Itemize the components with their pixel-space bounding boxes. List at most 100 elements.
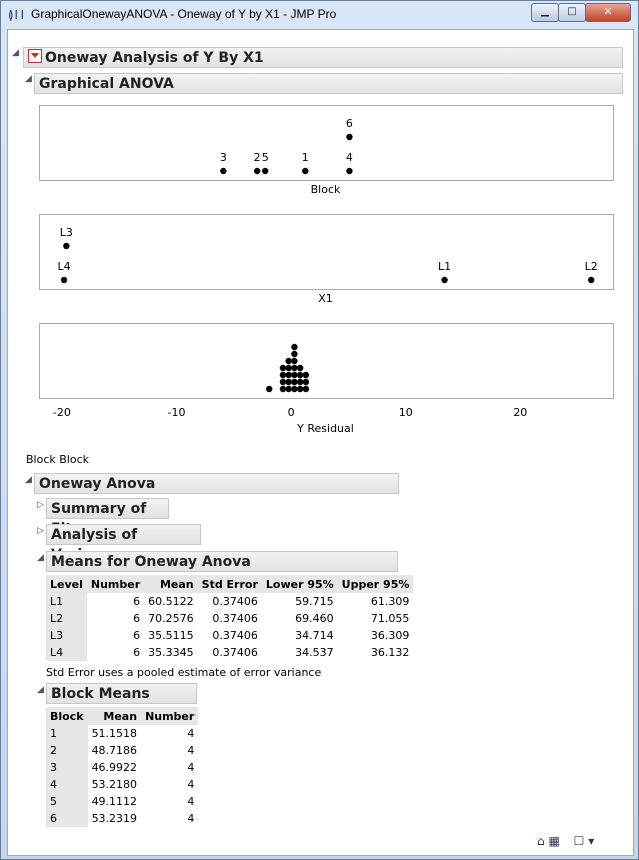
table-row: 3 46.9922 4: [46, 759, 198, 776]
x1-label-L4: L4: [57, 260, 70, 273]
residual-point-1-1[interactable]: [279, 378, 287, 386]
residual-point-2-2[interactable]: [285, 371, 292, 379]
oneway-analysis-header[interactable]: Oneway Analysis of Y By X1: [23, 47, 623, 68]
maximize-button[interactable]: □: [558, 3, 586, 22]
means-column-header[interactable]: Std Error: [197, 575, 262, 593]
means-cell: 70.2576: [148, 612, 194, 625]
close-button[interactable]: ✕: [585, 3, 631, 22]
means-header[interactable]: Means for Oneway Anova: [46, 551, 398, 572]
minimize-button[interactable]: ▁: [531, 3, 559, 22]
block-point-3[interactable]: [220, 167, 227, 175]
x1-point-L2[interactable]: [588, 276, 595, 284]
block-means-cell: 3: [46, 759, 88, 776]
means-column-header[interactable]: Lower 95%: [261, 575, 338, 593]
block-point-2[interactable]: [253, 167, 261, 175]
residual-point-3-1[interactable]: [291, 378, 298, 386]
residual-point-2-1[interactable]: [285, 378, 292, 386]
x-tick-label: -20: [52, 406, 71, 419]
table-row: 1 51.1518 4: [46, 725, 198, 742]
means-column-header[interactable]: Number: [86, 575, 145, 593]
residual-plot-svg: [266, 343, 310, 393]
block-means-cell: 4: [46, 776, 88, 793]
oneway-anova-header[interactable]: Oneway Anova: [34, 473, 399, 494]
block-point-4[interactable]: [346, 167, 353, 175]
residual-point-2-0[interactable]: [285, 385, 292, 393]
block-means-header[interactable]: Block Means: [46, 683, 197, 704]
means-cell: 0.37406: [212, 595, 258, 608]
means-cell: 69.460: [295, 612, 334, 625]
residual-point-2-4[interactable]: [285, 357, 292, 365]
collapse-triangle-icon[interactable]: ◢: [37, 685, 44, 695]
block-means-column-header[interactable]: Mean: [87, 707, 142, 725]
collapse-triangle-icon[interactable]: ◢: [37, 553, 44, 563]
residual-point-4-2[interactable]: [296, 371, 304, 379]
home-icon[interactable]: ⌂: [537, 834, 545, 848]
analysis-of-variance-header[interactable]: Analysis of Variance: [46, 524, 201, 563]
residual-point-3-3[interactable]: [291, 364, 298, 372]
graphical-anova-header[interactable]: Graphical ANOVA: [34, 73, 623, 94]
residual-point-3-0[interactable]: [291, 385, 298, 393]
graphical-anova-title: Graphical ANOVA: [39, 76, 174, 92]
x1-point-L3[interactable]: [63, 242, 70, 250]
means-column-header[interactable]: Mean: [144, 575, 198, 593]
block-means-cell: 46.9922: [91, 761, 138, 774]
collapse-triangle-icon[interactable]: ◢: [12, 48, 19, 58]
red-triangle-menu-icon[interactable]: [28, 49, 42, 63]
table-row: L3 6 35.5115 0.37406 34.714 36.309: [46, 627, 413, 644]
means-cell: 71.055: [370, 612, 410, 625]
block-label-4: 4: [346, 151, 353, 164]
residual-point-4-3[interactable]: [296, 364, 304, 372]
residual-point-5-1[interactable]: [302, 378, 310, 386]
residual-point-4-0[interactable]: [296, 385, 304, 393]
residual-point-3-4[interactable]: [291, 357, 298, 365]
table-icon[interactable]: ▦: [548, 834, 560, 848]
means-cell: 36.132: [370, 646, 410, 659]
collapse-triangle-icon[interactable]: ◢: [25, 74, 32, 84]
residual-point-5-2[interactable]: [302, 371, 310, 379]
block-means-cell: 4: [187, 778, 195, 791]
residual-point-0-0[interactable]: [266, 385, 273, 393]
residual-point-1-3[interactable]: [279, 364, 287, 372]
expand-triangle-icon[interactable]: ▷: [37, 500, 44, 510]
block-label-1: 1: [302, 151, 309, 164]
block-point-5[interactable]: [261, 167, 269, 175]
summary-of-fit-header[interactable]: Summary of Fit: [46, 498, 169, 537]
table-row: 4 53.2180 4: [46, 776, 198, 793]
block-means-cell: 48.7186: [91, 744, 138, 757]
means-cell: L2: [46, 610, 87, 627]
table-row: L2 6 70.2576 0.37406 69.460 71.055: [46, 610, 413, 627]
residual-point-2-3[interactable]: [285, 364, 292, 372]
block-means-column-header[interactable]: Block: [46, 707, 88, 725]
table-row: L1 6 60.5122 0.37406 59.715 61.309: [46, 593, 413, 610]
x1-point-L4[interactable]: [60, 276, 68, 284]
means-table: Level Number Mean Std Error Lower 95% Upper 9…: [46, 575, 414, 661]
expand-triangle-icon[interactable]: ▷: [37, 526, 44, 536]
title-bar[interactable]: ≬ǀǀ GraphicalOnewayANOVA - Oneway of Y b…: [1, 1, 638, 29]
block-means-cell: 53.2180: [91, 778, 138, 791]
residual-point-3-5[interactable]: [291, 350, 298, 358]
dropdown-arrow-icon[interactable]: ▾: [588, 834, 595, 848]
block-means-column-header[interactable]: Number: [141, 707, 199, 725]
block-means-cell: 4: [187, 744, 195, 757]
report-area: ◢ Oneway Analysis of Y By X1 ◢ Graphical…: [7, 29, 634, 856]
means-column-header[interactable]: Upper 95%: [337, 575, 414, 593]
means-cell: 34.537: [295, 646, 334, 659]
residual-point-1-0[interactable]: [279, 385, 287, 393]
x1-point-L1[interactable]: [441, 276, 448, 284]
means-cell: 35.5115: [148, 629, 194, 642]
means-column-header[interactable]: Level: [46, 575, 87, 593]
means-cell: 0.37406: [212, 612, 258, 625]
residual-point-5-0[interactable]: [302, 385, 310, 393]
block-point-6[interactable]: [346, 133, 353, 141]
means-cell: 35.3345: [148, 646, 194, 659]
residual-point-3-2[interactable]: [291, 371, 298, 379]
block-means-cell: 53.2319: [91, 812, 138, 825]
residual-point-1-2[interactable]: [279, 371, 287, 379]
collapse-triangle-icon[interactable]: ◢: [25, 475, 32, 485]
residual-point-3-6[interactable]: [291, 343, 298, 351]
block-point-1[interactable]: [302, 167, 309, 175]
means-cell: L4: [46, 644, 87, 661]
checkbox-icon[interactable]: ☐: [573, 834, 585, 848]
residual-point-4-1[interactable]: [296, 378, 304, 386]
table-row: L4 6 35.3345 0.37406 34.537 36.132: [46, 644, 413, 661]
